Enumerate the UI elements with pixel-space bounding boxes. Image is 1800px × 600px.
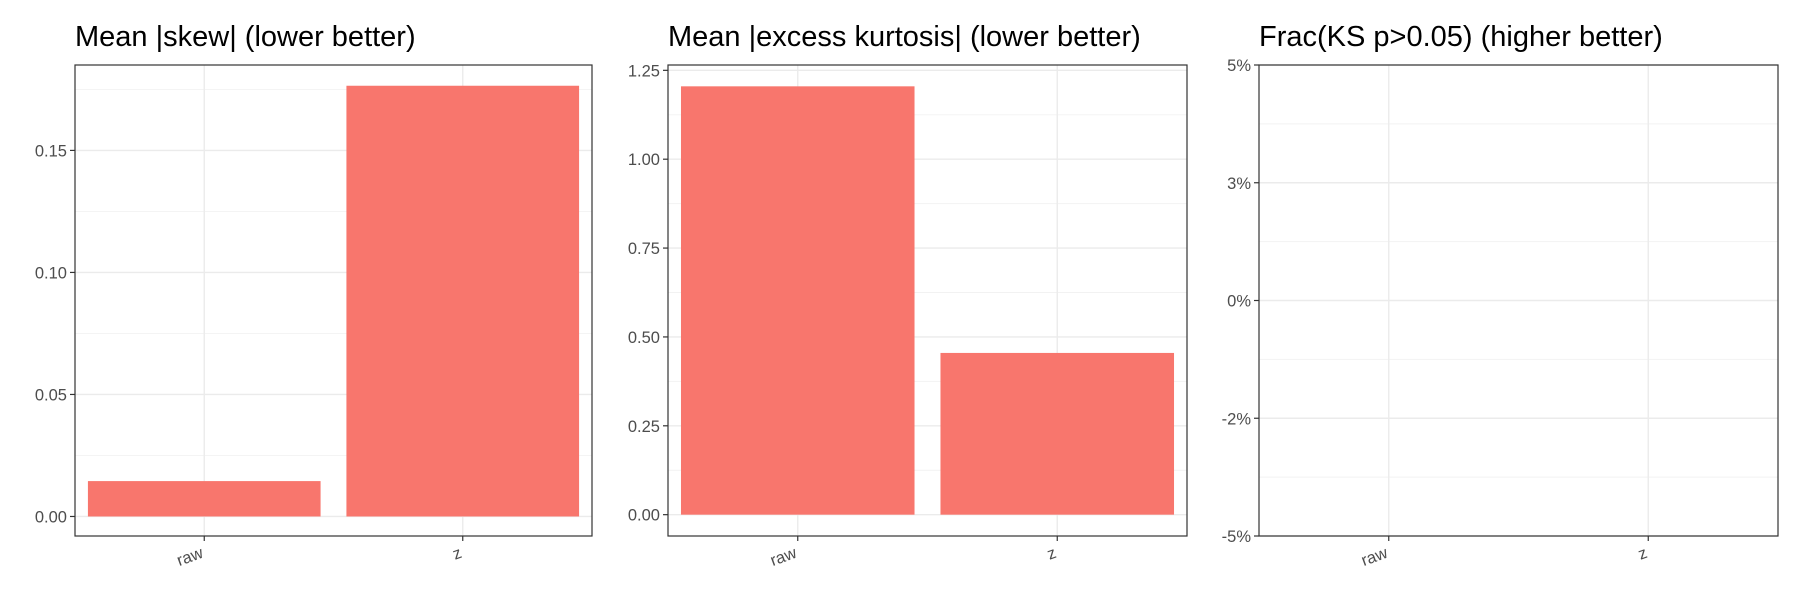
bar-raw bbox=[680, 86, 915, 515]
y-tick-label: 0.10 bbox=[35, 264, 67, 282]
chart-panel-2: 0.00 0.25 0.50 0.75 1.00 1.25 raw z Mean |excess… bbox=[628, 21, 1188, 570]
y-tick-label: 1.25 bbox=[628, 62, 660, 80]
x-tick-label-raw: raw bbox=[768, 544, 799, 570]
y-tick-label: 1.00 bbox=[628, 151, 660, 169]
y-tick-label: 5% bbox=[1227, 57, 1251, 75]
y-tick-label: 3% bbox=[1227, 175, 1251, 193]
x-tick-label-raw: raw bbox=[1359, 544, 1390, 570]
y-tick-label: 0.15 bbox=[35, 142, 67, 160]
bar-raw bbox=[87, 481, 321, 517]
x-tick-label-raw: raw bbox=[174, 544, 205, 570]
x-tick-label-z: z bbox=[1636, 544, 1650, 564]
x-tick-label-z: z bbox=[450, 544, 464, 564]
y-tick-label: 0.05 bbox=[35, 386, 67, 404]
chart-title: Frac(KS p>0.05) (higher better) bbox=[1259, 21, 1663, 53]
y-tick-label: -2% bbox=[1222, 410, 1252, 428]
chart-panel-3: -5% -2% 0% 3% 5% raw z Frac(KS p>0.05) (higher … bbox=[1222, 21, 1779, 570]
x-tick-label-z: z bbox=[1045, 544, 1059, 564]
panel-border bbox=[667, 64, 1188, 537]
panel-border bbox=[74, 64, 593, 537]
y-tick-label: 0.00 bbox=[35, 508, 67, 526]
chart-title: Mean |skew| (lower better) bbox=[75, 21, 416, 53]
y-tick-label: 0% bbox=[1227, 293, 1251, 311]
chart-title: Mean |excess kurtosis| (lower better) bbox=[668, 21, 1141, 53]
y-tick-label: 0.50 bbox=[628, 329, 660, 347]
bar-z bbox=[940, 352, 1175, 515]
y-tick-label: 0.00 bbox=[628, 507, 660, 525]
y-tick-label: -5% bbox=[1222, 528, 1252, 546]
y-tick-label: 0.25 bbox=[628, 418, 660, 436]
chart-panel-1: 0.00 0.05 0.10 0.15 raw z Mean |skew| (lower b… bbox=[35, 21, 593, 570]
bar-z bbox=[346, 85, 580, 517]
y-tick-label: 0.75 bbox=[628, 240, 660, 258]
